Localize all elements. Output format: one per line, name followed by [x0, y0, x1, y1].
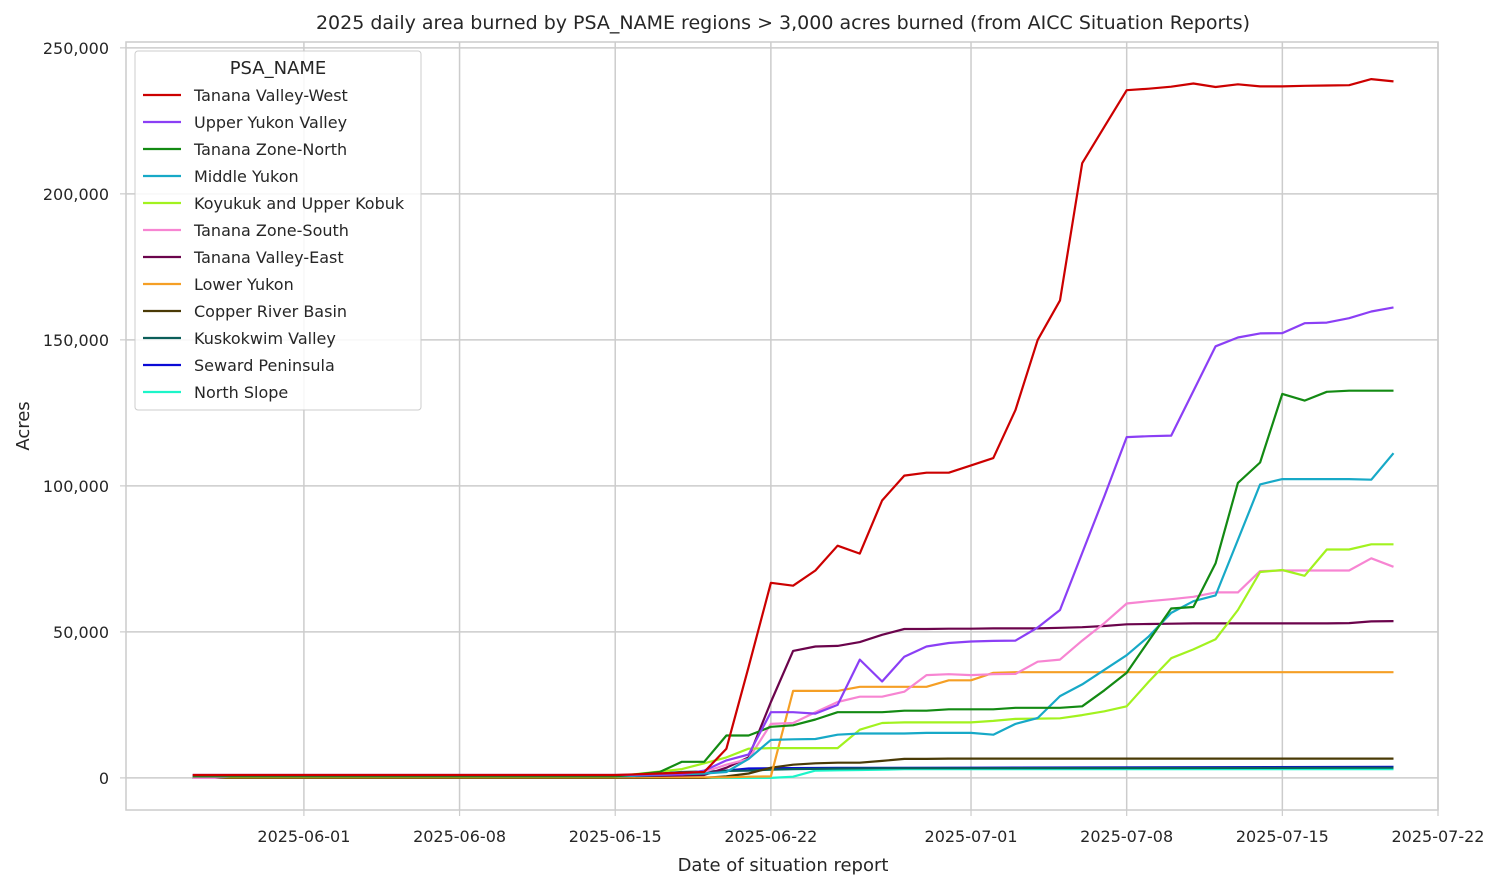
- x-tick-label: 2025-06-01: [257, 827, 350, 846]
- series-line: [192, 620, 1394, 778]
- y-axis: 0 50,000 100,000 150,000 200,000 250,000: [43, 39, 126, 788]
- legend-box: [134, 50, 422, 411]
- x-tick-label: 2025-07-08: [1080, 827, 1173, 846]
- x-tick-label: 2025-07-15: [1236, 827, 1329, 846]
- legend-label: Tanana Zone-South: [193, 221, 349, 240]
- y-tick-label: 200,000: [43, 185, 109, 204]
- grid-lines: [126, 42, 1439, 810]
- y-tick-label: 0: [99, 769, 109, 788]
- x-tick-label: 2025-06-15: [569, 827, 662, 846]
- legend-label: Koyukuk and Upper Kobuk: [194, 194, 405, 213]
- legend-label: Upper Yukon Valley: [194, 113, 347, 132]
- y-tick-label: 100,000: [43, 477, 109, 496]
- series-line: [192, 389, 1394, 778]
- series-line: [192, 543, 1394, 778]
- x-tick-label: 2025-07-22: [1392, 827, 1485, 846]
- y-tick-label: 150,000: [43, 331, 109, 350]
- legend-label: Tanana Valley-West: [193, 86, 348, 105]
- series-line: [192, 452, 1395, 778]
- series-line: [192, 757, 1394, 780]
- legend-title: PSA_NAME: [230, 58, 327, 79]
- y-tick-label: 50,000: [53, 623, 109, 642]
- x-tick-label: 2025-06-22: [724, 827, 817, 846]
- plot-frame: [125, 41, 1439, 811]
- series-line: [192, 306, 1394, 777]
- legend: PSA_NAME Tanana Valley-West Upper Yukon V…: [134, 50, 422, 411]
- chart-title: 2025 daily area burned by PSA_NAME regio…: [316, 12, 1250, 34]
- legend-label: Kuskokwim Valley: [194, 329, 336, 348]
- x-axis-label: Date of situation report: [678, 855, 889, 876]
- legend-label: North Slope: [194, 383, 288, 402]
- series-line: [192, 77, 1394, 777]
- y-axis-label: Acres: [13, 401, 34, 450]
- legend-label: Middle Yukon: [194, 167, 299, 186]
- y-tick-label: 250,000: [43, 39, 109, 58]
- series-line: [192, 671, 1394, 779]
- x-tick-label: 2025-06-08: [413, 827, 506, 846]
- legend-label: Seward Peninsula: [194, 356, 335, 375]
- x-tick-label: 2025-07-01: [925, 827, 1018, 846]
- legend-label: Tanana Zone-North: [193, 140, 347, 159]
- series-lines: [192, 77, 1395, 780]
- x-axis: 2025-06-01 2025-06-08 2025-06-15 2025-06-22…: [257, 810, 1484, 846]
- legend-label: Copper River Basin: [194, 302, 347, 321]
- legend-label: Lower Yukon: [194, 275, 294, 294]
- legend-label: Tanana Valley-East: [193, 248, 344, 267]
- legend-items: Tanana Valley-West Upper Yukon Valley Tana…: [143, 86, 405, 402]
